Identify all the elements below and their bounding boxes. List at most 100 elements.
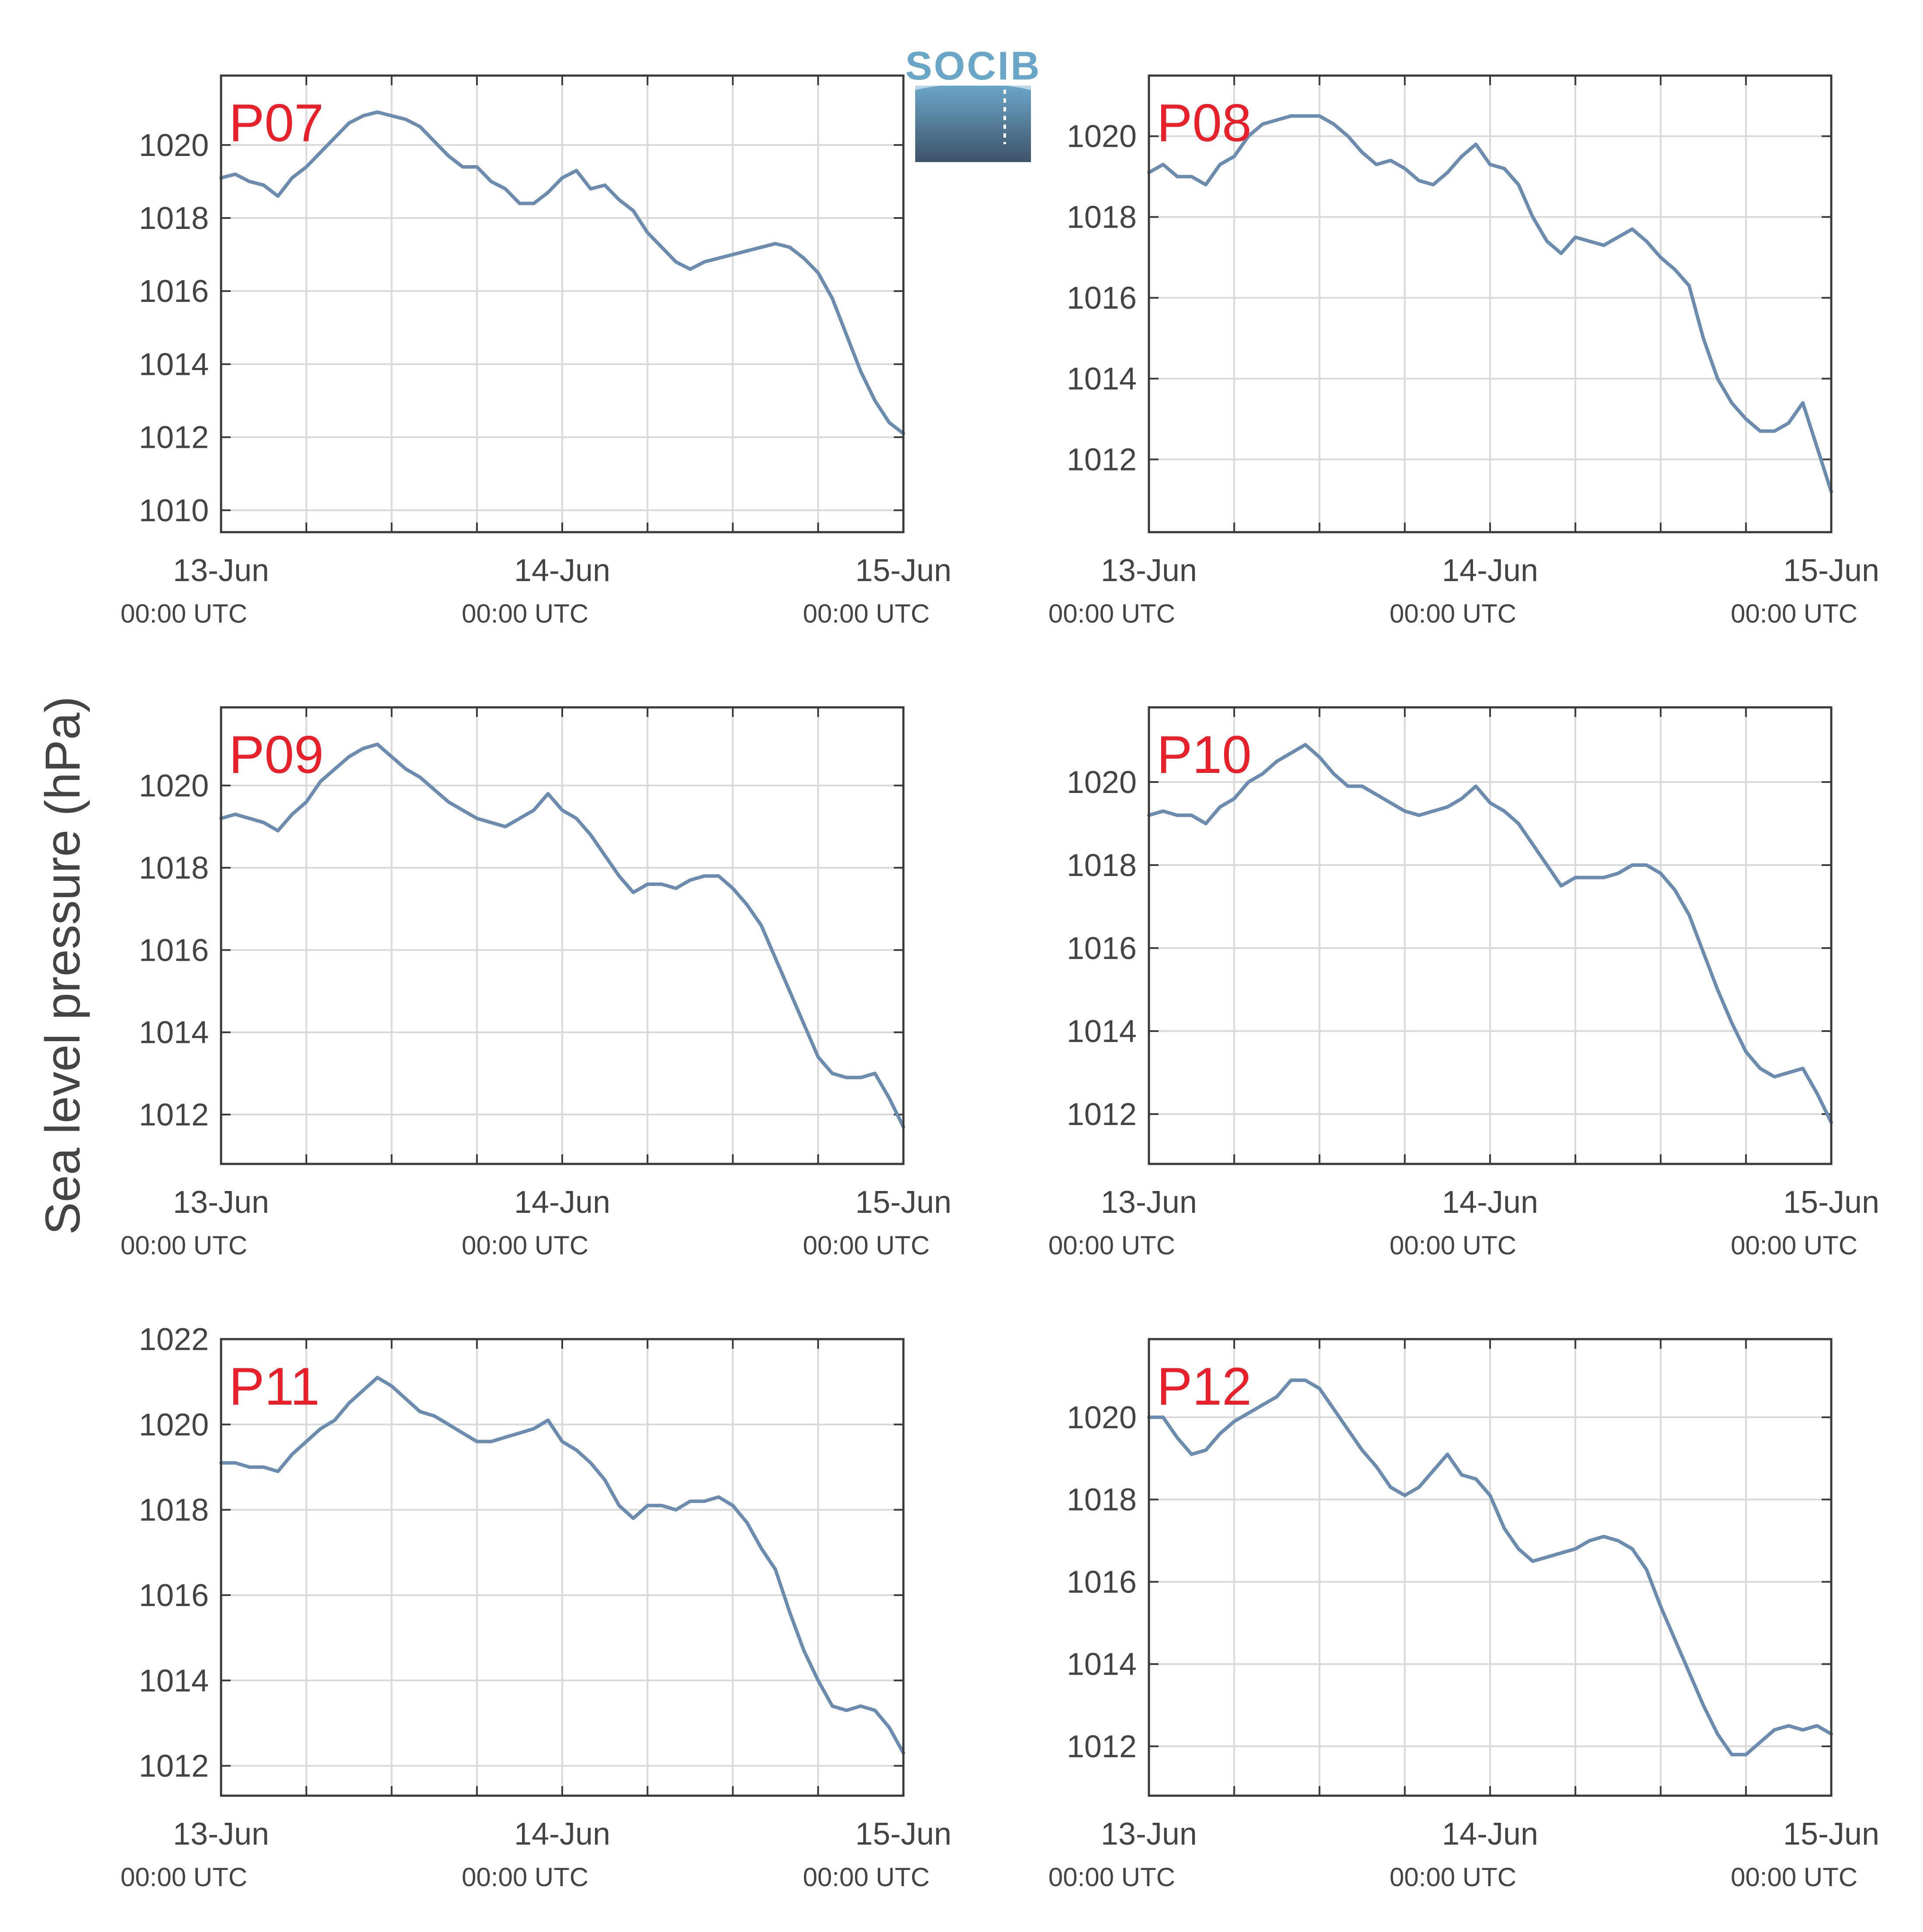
x-tick-date-label: 13-Jun (173, 1185, 269, 1220)
x-tick-time-label: 00:00 UTC (462, 1863, 588, 1892)
y-tick-label: 1020 (139, 769, 209, 803)
y-tick-label: 1014 (139, 1015, 209, 1050)
panel-p11: 1012 1014 1016 1018 1020 1022 13-Jun 00:00 UTC 1… (121, 1322, 951, 1892)
pressure-line-p08 (1147, 114, 1833, 494)
y-tick-label: 1016 (139, 274, 209, 309)
logo-block (915, 86, 1031, 162)
x-tick-time-label: 00:00 UTC (1390, 1863, 1516, 1892)
y-tick-label: 1020 (1067, 765, 1137, 800)
x-tick-date-label: 13-Jun (1101, 553, 1197, 588)
y-tick-label: 1018 (1067, 848, 1137, 883)
axes-frame (220, 706, 905, 1165)
x-tick-date-label: 13-Jun (173, 1817, 269, 1852)
axes-frame (1148, 706, 1833, 1165)
x-tick-time-label: 00:00 UTC (1731, 1231, 1857, 1260)
y-tick-label: 1012 (1067, 443, 1137, 478)
panel-label-p12: P12 (1157, 1357, 1252, 1416)
x-tick-time-label: 00:00 UTC (462, 1231, 588, 1260)
pressure-line-p09 (219, 742, 905, 1129)
x-tick-date-label: 14-Jun (1442, 1185, 1538, 1220)
panel-label-p09: P09 (229, 725, 324, 784)
x-tick-time-label: 00:00 UTC (121, 599, 247, 628)
panel-p07: 1010 1012 1014 1016 1018 1020 13-Jun 00:00 UTC 1… (121, 74, 951, 628)
x-tick-date-label: 14-Jun (514, 1185, 610, 1220)
x-tick-time-label: 00:00 UTC (1390, 599, 1516, 628)
y-tick-label: 1020 (1067, 1400, 1137, 1435)
y-tick-label: 1014 (1067, 1647, 1137, 1682)
x-tick-time-label: 00:00 UTC (1390, 1231, 1516, 1260)
panel-label-p11: P11 (229, 1357, 320, 1416)
logo-text: SOCIB (905, 44, 1041, 88)
y-tick-label: 1018 (1067, 1482, 1137, 1517)
x-tick-date-label: 13-Jun (1101, 1817, 1197, 1852)
axes-frame (220, 74, 905, 533)
x-tick-date-label: 14-Jun (514, 1817, 610, 1852)
x-tick-date-label: 15-Jun (1783, 1185, 1879, 1220)
x-tick-date-label: 14-Jun (1442, 553, 1538, 588)
y-tick-label: 1014 (1067, 1014, 1137, 1049)
y-tick-label: 1020 (139, 128, 209, 163)
panel-label-p10: P10 (1157, 725, 1252, 784)
y-tick-label: 1012 (139, 1098, 209, 1132)
socib-logo: SOCIB (905, 44, 1041, 162)
x-tick-date-label: 15-Jun (1783, 1817, 1879, 1852)
y-tick-label: 1018 (139, 851, 209, 886)
panel-p12: 1012 1014 1016 1018 1020 13-Jun 00:00 UTC 14-Ju… (1048, 1338, 1879, 1892)
x-tick-time-label: 00:00 UTC (803, 1231, 930, 1260)
panel-label-p07: P07 (229, 93, 324, 152)
x-tick-date-label: 15-Jun (1783, 553, 1879, 588)
x-tick-date-label: 15-Jun (855, 1185, 951, 1220)
x-tick-time-label: 00:00 UTC (803, 599, 930, 628)
panel-p10: 1012 1014 1016 1018 1020 13-Jun 00:00 UTC 14-Ju… (1048, 706, 1879, 1260)
pressure-line-p11 (219, 1375, 905, 1755)
y-tick-label: 1010 (139, 493, 209, 528)
x-tick-time-label: 00:00 UTC (1731, 599, 1857, 628)
x-tick-date-label: 14-Jun (514, 553, 610, 588)
y-tick-label: 1012 (1067, 1097, 1137, 1132)
x-tick-date-label: 13-Jun (173, 553, 269, 588)
y-tick-label: 1018 (139, 201, 209, 236)
y-tick-label: 1014 (139, 1663, 209, 1698)
panel-p08: 1012 1014 1016 1018 1020 13-Jun 00:00 UTC 14-Ju… (1048, 74, 1879, 628)
y-tick-label: 1022 (139, 1322, 209, 1357)
y-tick-label: 1016 (139, 1578, 209, 1613)
pressure-line-p10 (1147, 743, 1833, 1124)
panel-label-p08: P08 (1157, 93, 1252, 152)
y-tick-label: 1020 (1067, 119, 1137, 154)
y-tick-label: 1016 (1067, 281, 1137, 316)
x-tick-date-label: 15-Jun (855, 1817, 951, 1852)
x-tick-date-label: 15-Jun (855, 553, 951, 588)
pressure-line-p12 (1147, 1378, 1833, 1756)
axes-frame (1148, 74, 1833, 533)
y-tick-label: 1014 (139, 347, 209, 382)
axes-frame (1148, 1338, 1833, 1797)
y-tick-label: 1016 (139, 933, 209, 968)
y-tick-label: 1020 (139, 1407, 209, 1442)
x-tick-time-label: 00:00 UTC (1731, 1863, 1857, 1892)
y-tick-label: 1016 (1067, 1565, 1137, 1600)
x-tick-time-label: 00:00 UTC (803, 1863, 930, 1892)
x-tick-date-label: 14-Jun (1442, 1817, 1538, 1852)
axes-frame (220, 1338, 905, 1797)
y-tick-label: 1018 (1067, 200, 1137, 235)
y-tick-label: 1018 (139, 1493, 209, 1528)
x-tick-time-label: 00:00 UTC (462, 599, 588, 628)
pressure-line-p07 (219, 110, 905, 436)
x-tick-time-label: 00:00 UTC (121, 1863, 247, 1892)
logo-wave (915, 83, 1031, 90)
y-tick-label: 1014 (1067, 362, 1137, 397)
y-tick-label: 1012 (139, 1749, 209, 1784)
y-axis-label: Sea level pressure (hPa) (35, 696, 90, 1235)
y-tick-label: 1012 (139, 420, 209, 455)
x-tick-time-label: 00:00 UTC (1048, 599, 1175, 628)
panel-p09: 1012 1014 1016 1018 1020 13-Jun 00:00 UTC 14-Ju… (121, 706, 951, 1260)
x-tick-time-label: 00:00 UTC (121, 1231, 247, 1260)
y-tick-label: 1016 (1067, 931, 1137, 966)
y-tick-label: 1012 (1067, 1729, 1137, 1764)
x-tick-date-label: 13-Jun (1101, 1185, 1197, 1220)
x-tick-time-label: 00:00 UTC (1048, 1231, 1175, 1260)
x-tick-time-label: 00:00 UTC (1048, 1863, 1175, 1892)
